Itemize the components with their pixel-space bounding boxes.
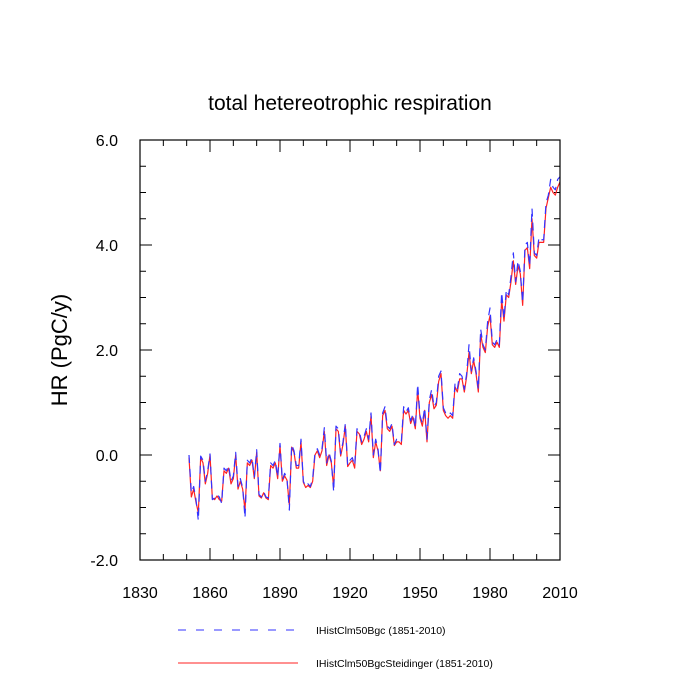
axis-ticks: 1830 1860 1890 1920 1950 1980 2010 -2.0 0.0 2.0 4.… [90, 133, 577, 602]
chart-title: total hetereotrophic respiration [208, 92, 492, 115]
y-axis-label: HR (PgC/y) [47, 294, 72, 406]
x-tick-label: 2010 [542, 585, 578, 602]
x-tick-label: 1920 [332, 585, 368, 602]
legend: IHistClm50Bgc (1851-2010) IHistClm50BgcSt… [178, 625, 493, 670]
y-tick-label: 0.0 [96, 448, 118, 465]
series-lines [188, 176, 561, 522]
y-tick-label: -2.0 [90, 553, 118, 570]
x-tick-label: 1980 [472, 585, 508, 602]
x-tick-label: 1830 [122, 585, 158, 602]
legend-label: IHistClm50Bgc (1851-2010) [316, 625, 446, 637]
series-line-1 [188, 176, 561, 522]
plot-frame [139, 139, 561, 561]
y-tick-label: 6.0 [96, 133, 118, 150]
x-tick-label: 1890 [262, 585, 298, 602]
legend-label: IHistClm50BgcSteidinger (1851-2010) [316, 658, 493, 670]
y-tick-label: 4.0 [96, 238, 118, 255]
x-tick-label: 1950 [402, 585, 438, 602]
y-tick-label: 2.0 [96, 343, 118, 360]
x-tick-label: 1860 [192, 585, 228, 602]
series-line-2 [188, 181, 561, 514]
